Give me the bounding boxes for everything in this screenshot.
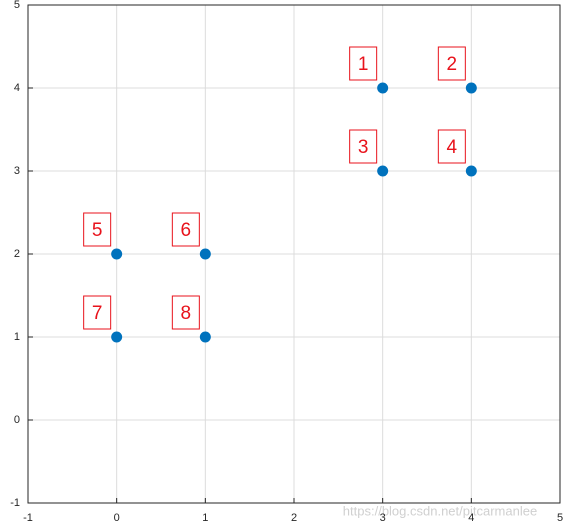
x-tick-label: 4: [468, 512, 474, 524]
point-label: 7: [92, 303, 103, 324]
point-label: 2: [447, 54, 458, 75]
label-box: [83, 212, 112, 247]
x-tick-label: 3: [380, 512, 386, 524]
point: [377, 82, 389, 94]
point: [377, 165, 389, 177]
y-tick-label: 2: [14, 248, 20, 260]
x-tick-label: 1: [202, 512, 208, 524]
label-box: [437, 46, 466, 81]
point: [199, 248, 211, 260]
label-box: [437, 129, 466, 164]
y-tick-label: -1: [10, 497, 20, 509]
point: [465, 82, 477, 94]
label-box: [349, 46, 378, 81]
x-tick-label: 2: [291, 512, 297, 524]
y-tick-label: 0: [14, 414, 20, 426]
label-box: [349, 129, 378, 164]
label-box: [171, 212, 200, 247]
point: [199, 331, 211, 343]
point-label: 6: [181, 220, 192, 241]
x-tick-label: 0: [114, 512, 120, 524]
point: [111, 248, 123, 260]
point-label: 4: [447, 137, 458, 158]
point: [111, 331, 123, 343]
point: [465, 165, 477, 177]
y-tick-label: 1: [14, 331, 20, 343]
x-tick-label: 5: [557, 512, 563, 524]
watermark: https://blog.csdn.net/pitcarmanlee: [343, 503, 537, 518]
label-box: [171, 295, 200, 330]
point-label: 5: [92, 220, 103, 241]
label-box: [83, 295, 112, 330]
y-tick-label: 3: [14, 165, 20, 177]
point-label: 3: [358, 137, 369, 158]
y-tick-label: 4: [14, 82, 20, 94]
x-tick-label: -1: [23, 512, 33, 524]
point-label: 1: [358, 54, 369, 75]
point-label: 8: [181, 303, 192, 324]
y-tick-label: 5: [14, 0, 20, 11]
